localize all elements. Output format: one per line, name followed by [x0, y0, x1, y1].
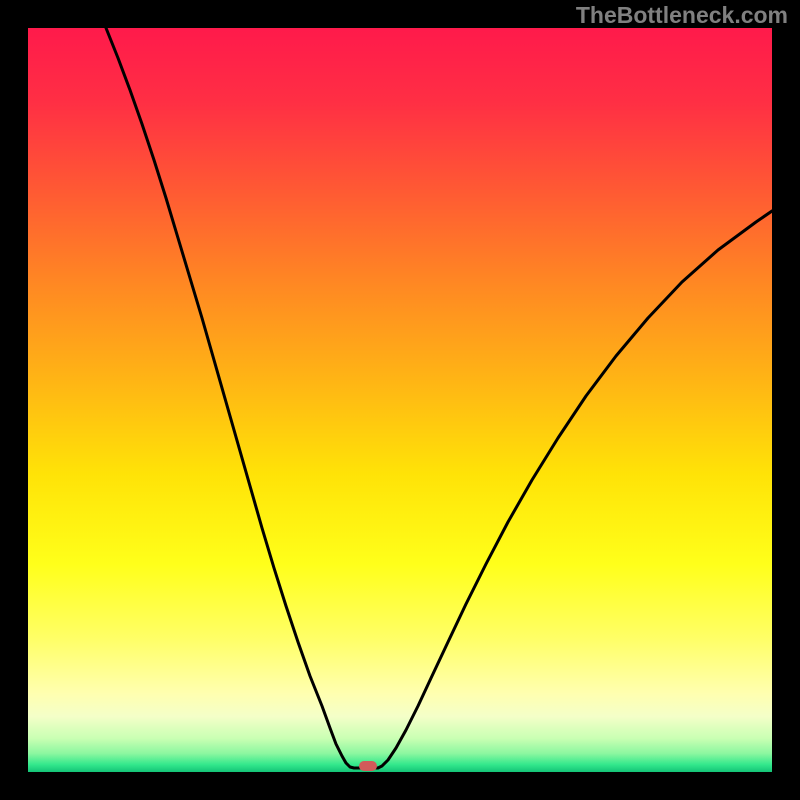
optimal-point-marker: [359, 761, 377, 771]
chart-plot-area: [28, 28, 772, 772]
curve-path: [106, 28, 772, 768]
watermark-text: TheBottleneck.com: [576, 2, 788, 29]
bottleneck-curve: [28, 28, 772, 772]
